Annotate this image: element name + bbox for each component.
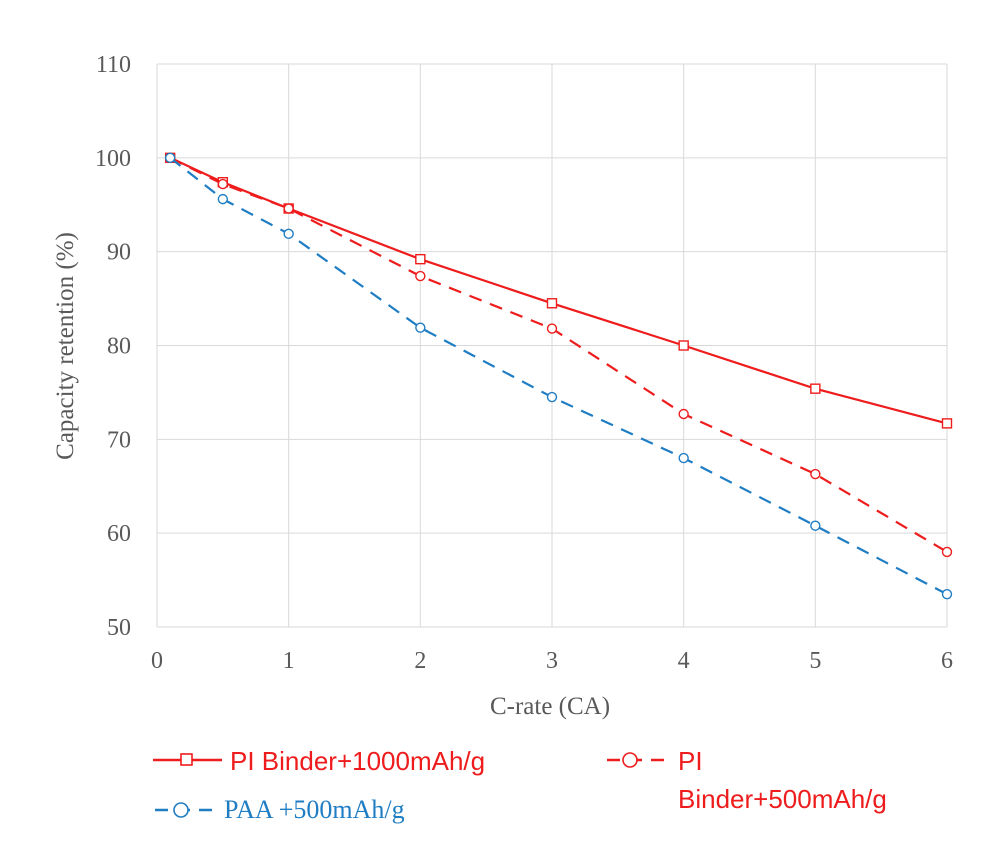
legend-item-pi-500: PI Binder+500mAh/g [607,746,887,814]
y-axis-title: Capacity retention (%) [52,232,79,460]
tick-labels: 50 60 70 80 90 100 110 0 1 2 3 4 5 6 [95,52,953,674]
data-point [415,253,426,265]
y-tick-label: 80 [107,334,131,360]
y-tick-label: 110 [96,52,131,78]
legend-item-pi-1000: PI Binder+1000mAh/g [153,746,485,776]
y-tick-label: 60 [107,521,131,547]
data-point [415,322,426,333]
data-point [941,418,953,429]
x-tick-label: 5 [809,648,821,674]
x-tick-label: 6 [941,648,953,674]
x-tick-label: 3 [546,648,558,674]
data-point [283,203,294,214]
series-line [169,156,948,553]
y-tick-label: 50 [107,615,131,641]
legend-label-pi-1000: PI Binder+1000mAh/g [230,746,485,776]
x-tick-label: 1 [283,648,295,674]
x-tick-label: 0 [151,648,163,674]
data-point [546,391,558,403]
data-point [941,546,953,558]
data-point [941,588,953,600]
legend-item-paa-500: PAA +500mAh/g [155,795,405,824]
series-line [169,156,948,425]
x-axis-title: C-rate (CA) [490,693,610,720]
x-tick-label: 4 [678,648,690,674]
data-point [283,228,294,240]
data-point [217,178,229,190]
data-point [678,408,689,420]
series-layer [164,152,953,600]
data-point [546,298,558,309]
data-point [678,340,689,351]
x-tick-label: 2 [414,648,426,674]
data-point [678,452,689,464]
grid [156,63,948,628]
data-point [164,152,176,164]
data-point [810,520,821,531]
data-point [415,270,426,282]
data-point [810,383,821,394]
legend-label-pi-500-line2: Binder+500mAh/g [678,784,887,814]
legend-label-paa-500: PAA +500mAh/g [224,795,405,824]
data-point [546,323,558,334]
series-line [169,156,948,596]
data-point [217,193,229,205]
data-point [810,468,821,480]
legend-label-pi-500-line1: PI [678,746,703,776]
legend: PI Binder+1000mAh/g PI Binder+500mAh/g P… [153,746,887,824]
series-2 [164,152,953,558]
y-tick-label: 100 [95,146,131,172]
y-tick-label: 70 [107,427,131,453]
y-tick-label: 90 [107,240,131,266]
series-3 [164,152,953,600]
series-1 [164,152,953,429]
